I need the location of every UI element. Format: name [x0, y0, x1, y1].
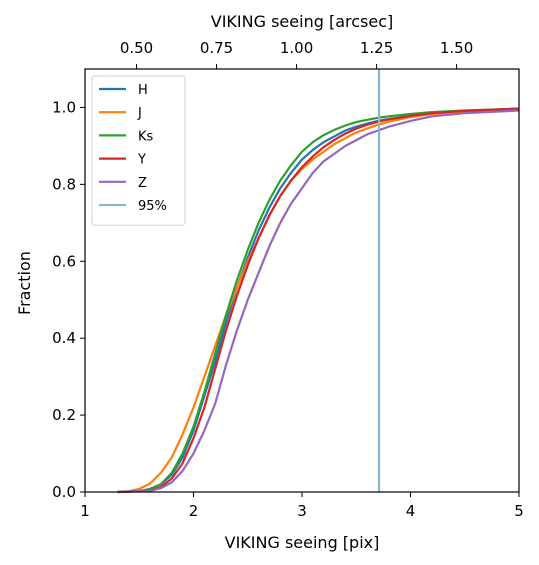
x-axis-ticks: 1 2 3 4 5: [80, 492, 524, 520]
top-x-tick-label: 0.75: [200, 39, 233, 57]
x-tick-label: 1: [80, 502, 90, 520]
y-tick-label: 0.2: [52, 406, 76, 424]
plot-frame: [84, 68, 520, 493]
y-tick-label: 0.0: [52, 483, 76, 501]
series-y-line: [117, 107, 520, 494]
top-x-tick-label: 1.00: [280, 39, 313, 57]
legend-frame: [91, 75, 186, 226]
y-tick-label: 1.0: [52, 98, 76, 116]
top-x-tick-label: 1.50: [440, 39, 473, 57]
x-tick-label: 5: [514, 502, 524, 520]
y-tick-label: 0.8: [52, 175, 76, 193]
y-axis-ticks: 0.0 0.2 0.4 0.6 0.8 1.0: [52, 98, 85, 501]
legend: HJ Ks YZ 95%: [91, 75, 186, 226]
series-z-line: [117, 109, 520, 494]
series-ks-line: [117, 107, 520, 494]
x-tick-label: 2: [189, 502, 199, 520]
x-axis-title: VIKING seeing [pix]: [225, 533, 380, 552]
x-tick-label: 4: [406, 502, 416, 520]
y-tick-label: 0.6: [52, 252, 76, 270]
legend-label-ks: Ks: [138, 129, 154, 144]
legend-label-y: Y: [137, 153, 146, 168]
legend-label-j: J: [137, 106, 142, 121]
legend-label-z: Z: [138, 176, 147, 191]
top-x-tick-label: 1.25: [360, 39, 393, 57]
legend-label-h: H: [138, 83, 148, 98]
top-x-tick-label: 0.50: [120, 39, 153, 57]
y-axis-title: Fraction: [15, 251, 34, 315]
y-tick-label: 0.4: [52, 329, 76, 347]
top-x-axis-ticks: 0.50 0.75 1.00 1.25 1.50: [120, 39, 473, 69]
top-x-axis-title: VIKING seeing [arcsec]: [211, 12, 393, 31]
legend-label-95pct: 95%: [138, 199, 167, 214]
x-tick-label: 3: [297, 502, 307, 520]
data-lines: [117, 69, 520, 494]
